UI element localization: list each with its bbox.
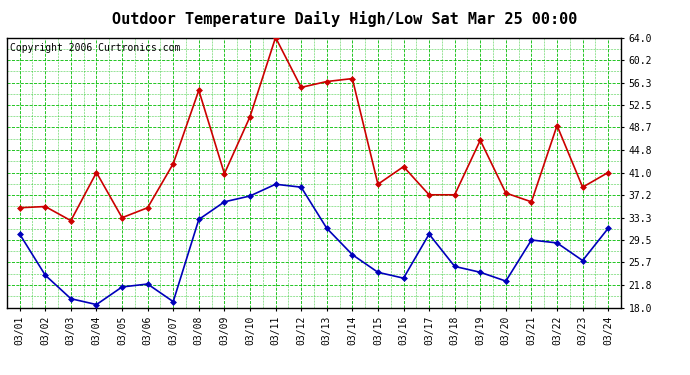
Text: Copyright 2006 Curtronics.com: Copyright 2006 Curtronics.com — [10, 43, 180, 53]
Text: Outdoor Temperature Daily High/Low Sat Mar 25 00:00: Outdoor Temperature Daily High/Low Sat M… — [112, 11, 578, 27]
